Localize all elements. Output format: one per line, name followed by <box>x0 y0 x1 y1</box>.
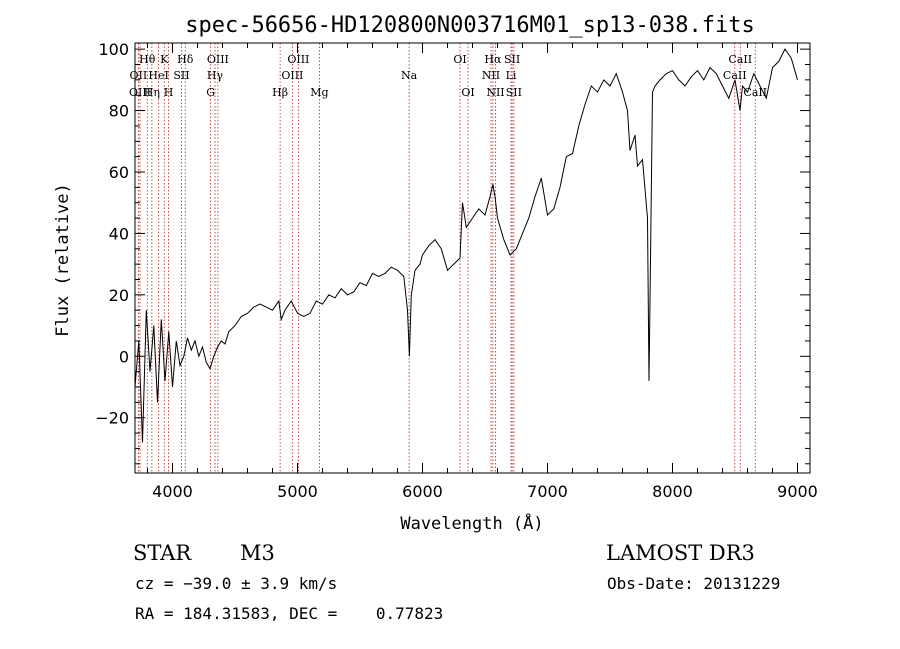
observation-date: Obs-Date: 20131229 <box>607 574 780 593</box>
x-tick-label: 9000 <box>777 482 818 501</box>
y-axis-label: Flux (relative) <box>53 183 73 337</box>
object-class: STAR <box>133 541 192 565</box>
spectrum-line <box>134 48 798 443</box>
x-axis-label: Wavelength (Å) <box>400 512 543 534</box>
spectral-line-label: OIII <box>207 53 229 66</box>
spectral-line-label: NII <box>486 86 504 99</box>
spectral-line-label: CaII <box>723 69 747 82</box>
object-subclass: M3 <box>240 541 275 565</box>
y-tick-label: 0 <box>119 347 129 366</box>
spectral-line-label: NII <box>482 69 500 82</box>
spectral-line-label: SII <box>506 86 522 99</box>
spectral-line-label: Hδ <box>177 53 194 66</box>
spectral-line-label: Hα <box>484 53 502 66</box>
spectral-line-label: H <box>164 86 174 99</box>
y-axis-ticks: −20 0 20 40 60 80 100 <box>95 40 810 465</box>
y-tick-label: 100 <box>98 40 129 59</box>
chart-title: spec-56656-HD120800N003716M01_sp13-038.f… <box>185 13 755 38</box>
spectral-line-label: OIII <box>281 69 303 82</box>
spectral-line-label: G <box>206 86 215 99</box>
spectral-line-label: OI <box>461 86 474 99</box>
spectral-line-label: OII <box>130 69 148 82</box>
x-tick-label: 4000 <box>152 482 193 501</box>
spectral-line-label: Hη <box>144 86 160 99</box>
x-axis-ticks: 4000 5000 6000 7000 8000 9000 <box>147 43 818 501</box>
x-tick-label: 5000 <box>277 482 318 501</box>
y-tick-label: 20 <box>109 286 129 305</box>
y-tick-label: 80 <box>109 102 129 121</box>
spectral-line-label: K <box>160 53 169 66</box>
spectral-line-label: OIII <box>287 53 309 66</box>
spectral-line-label: Na <box>401 69 418 82</box>
y-tick-label: 60 <box>109 163 129 182</box>
spectral-line-label: OIII <box>129 86 151 99</box>
x-tick-label: 8000 <box>652 482 693 501</box>
y-tick-label: 40 <box>109 224 129 243</box>
spectral-line-label: OI <box>453 53 466 66</box>
spectral-line-label: Hβ <box>272 86 288 99</box>
spectral-line-label: SII <box>504 53 520 66</box>
reference-lines <box>137 43 756 473</box>
x-tick-label: 7000 <box>527 482 568 501</box>
survey-name: LAMOST DR3 <box>606 541 755 565</box>
coordinates-text: RA = 184.31583, DEC = 0.77823 <box>135 604 443 623</box>
spectral-line-label: Hγ <box>207 69 224 82</box>
spectral-line-label: Mg <box>310 86 328 99</box>
spectral-line-label: Hθ <box>139 53 156 66</box>
plot-frame <box>134 42 811 474</box>
y-tick-label: −20 <box>95 409 129 428</box>
x-tick-label: 6000 <box>402 482 443 501</box>
spectral-line-label: Li <box>506 69 517 82</box>
spectral-line-label: SII <box>173 69 189 82</box>
redshift-text: cz = −39.0 ± 3.9 km/s <box>135 574 337 593</box>
spectral-line-label: HeI <box>148 69 168 82</box>
spectral-line-label: CaII <box>728 53 752 66</box>
